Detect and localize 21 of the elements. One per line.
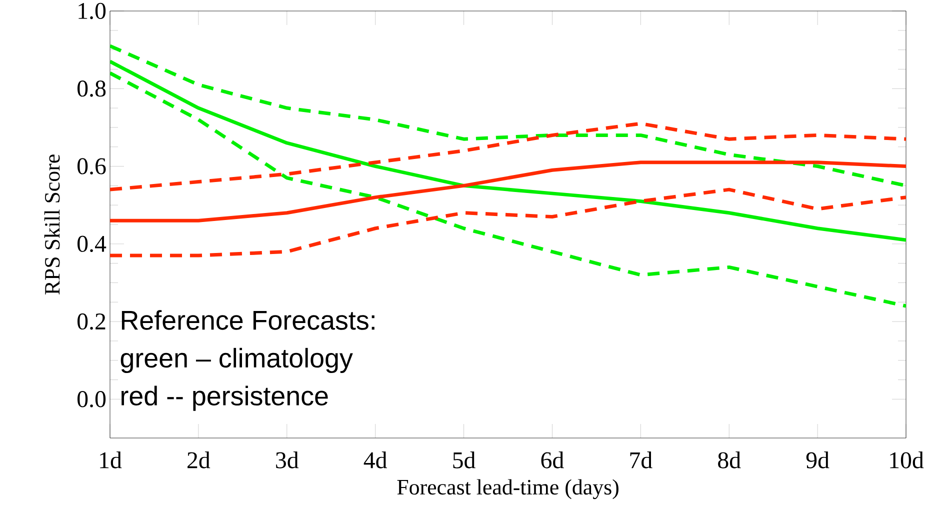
x-tick-label: 1d [100,452,122,468]
y-tick-label: 0.2 [78,313,106,330]
x-tick-label: 10d [890,452,924,468]
y-tick-label: 1.0 [78,2,106,20]
x-axis-title: Forecast lead-time (days) [397,479,618,500]
x-tick-label: 3d [276,452,299,468]
x-tick-label: 7d [630,452,652,468]
annotation: Reference Forecasts: [122,310,374,330]
x-tick-label: 5d [453,452,476,468]
x-tick-label: 8d [718,452,741,468]
y-tick-label: 0.0 [78,391,106,408]
x-tick-label: 6d [541,452,564,468]
y-tick-label: 0.8 [78,80,106,97]
y-tick-label: 0.6 [78,158,106,174]
x-tick-label: 9d [806,452,830,468]
x-tick-label: 2d [188,452,210,468]
x-tick-label: 4d [364,452,387,468]
y-tick-label: 0.4 [78,236,106,252]
annotation: red -- persistence [122,386,328,411]
y-axis-title: RPS Skill Score [44,154,60,295]
annotation: green – climatology [120,348,353,373]
